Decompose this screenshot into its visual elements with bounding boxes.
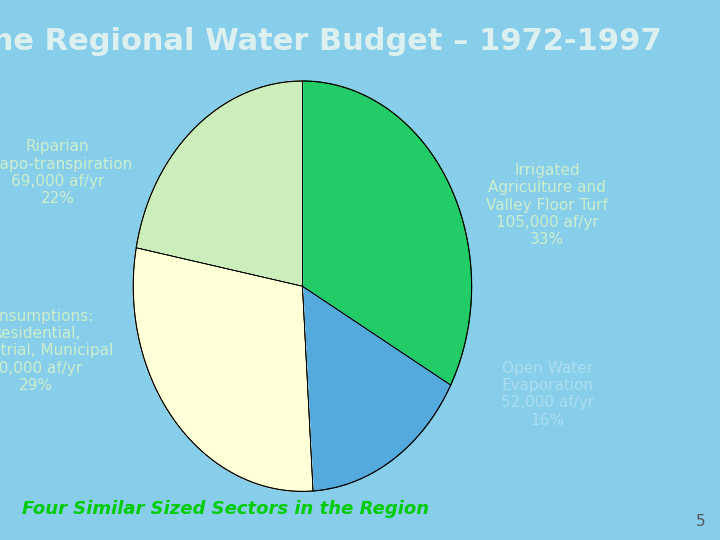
Text: 5: 5 — [696, 514, 706, 529]
Polygon shape — [302, 81, 472, 385]
Text: Consumptions:
Residential,
Industrial, Municipal
90,000 af/yr
29%: Consumptions: Residential, Industrial, M… — [0, 309, 113, 393]
Text: Riparian
Evapo-transpiration
69,000 af/yr
22%: Riparian Evapo-transpiration 69,000 af/y… — [0, 139, 133, 206]
Text: Open Water
Evaporation
52,000 af/yr
16%: Open Water Evaporation 52,000 af/yr 16% — [500, 361, 594, 428]
Polygon shape — [136, 81, 302, 286]
Text: The Regional Water Budget – 1972-1997: The Regional Water Budget – 1972-1997 — [0, 27, 662, 56]
Text: Irrigated
Agriculture and
Valley Floor Turf
105,000 af/yr
33%: Irrigated Agriculture and Valley Floor T… — [486, 163, 608, 247]
Text: Four Similar Sized Sectors in the Region: Four Similar Sized Sectors in the Region — [22, 501, 428, 518]
Polygon shape — [302, 286, 451, 491]
Polygon shape — [133, 248, 313, 491]
